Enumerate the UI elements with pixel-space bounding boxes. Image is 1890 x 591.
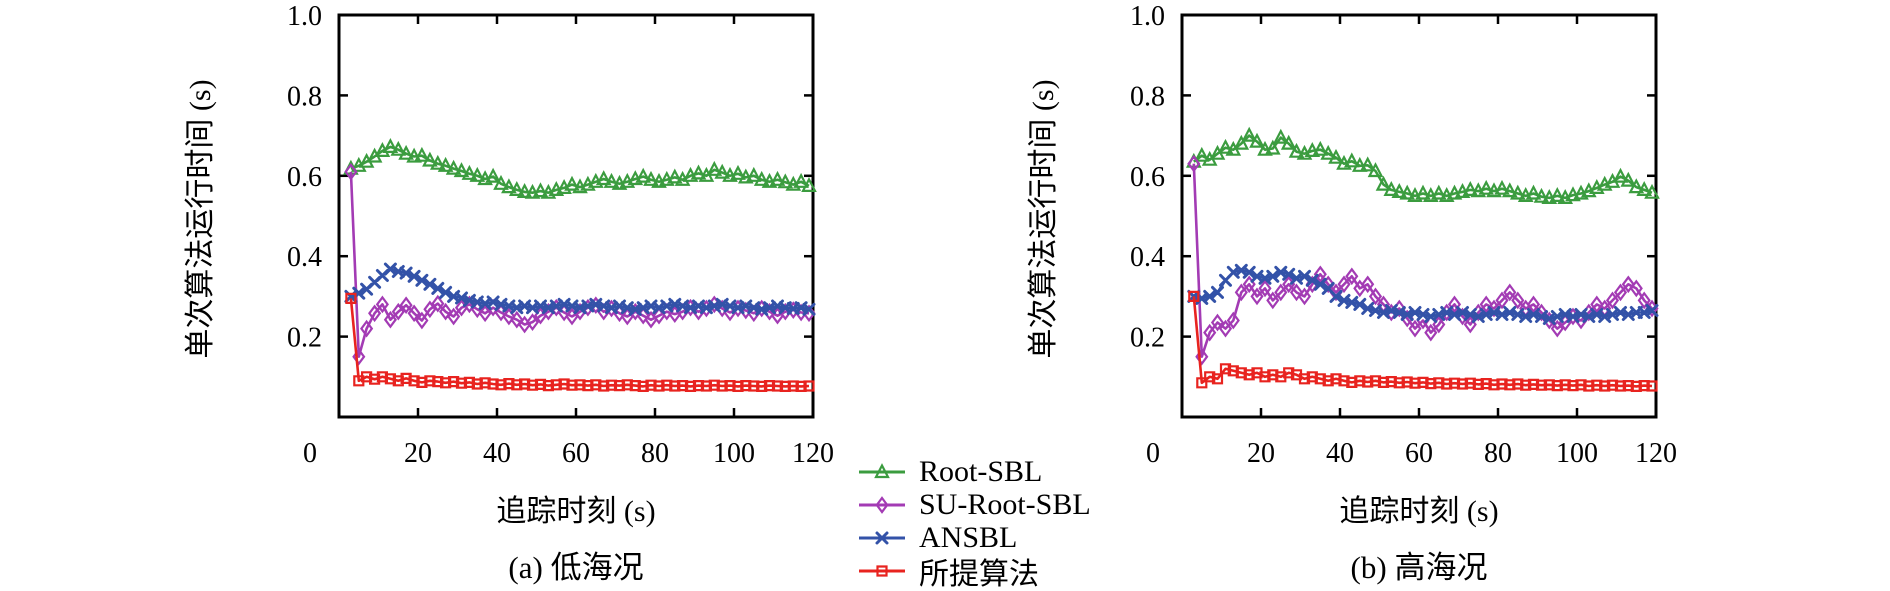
svg-text:20: 20 bbox=[1247, 438, 1275, 469]
svg-text:0.2: 0.2 bbox=[1130, 323, 1165, 354]
proposed-algorithm-legend-marker bbox=[859, 564, 905, 577]
svg-text:0: 0 bbox=[303, 438, 317, 469]
svg-text:80: 80 bbox=[1484, 438, 1512, 469]
svg-text:0.6: 0.6 bbox=[1130, 162, 1165, 193]
svg-text:60: 60 bbox=[1405, 438, 1433, 469]
svg-text:0.8: 0.8 bbox=[1130, 81, 1165, 112]
svg-text:60: 60 bbox=[562, 438, 590, 469]
su-root-sbl-legend-marker bbox=[859, 495, 905, 514]
caption-chart-a: (a) 低海况 bbox=[508, 550, 644, 585]
svg-text:100: 100 bbox=[1556, 438, 1598, 469]
svg-text:80: 80 bbox=[641, 438, 669, 469]
svg-text:1.0: 1.0 bbox=[287, 1, 322, 32]
caption-chart-b: (b) 高海况 bbox=[1350, 550, 1488, 585]
legend-item-root-sbl: Root-SBL bbox=[858, 455, 1091, 488]
svg-text:0.8: 0.8 bbox=[287, 81, 322, 112]
svg-text:120: 120 bbox=[1635, 438, 1677, 469]
legend: Root-SBL SU-Root-SBL ANSBL 所提算法 bbox=[858, 455, 1091, 591]
svg-text:1.0: 1.0 bbox=[1130, 1, 1165, 32]
svg-text:40: 40 bbox=[1326, 438, 1354, 469]
svg-text:20: 20 bbox=[404, 438, 432, 469]
legend-item-ansbl: ANSBL bbox=[858, 521, 1091, 554]
svg-text:0.6: 0.6 bbox=[287, 162, 322, 193]
svg-text:120: 120 bbox=[792, 438, 834, 469]
svg-text:40: 40 bbox=[483, 438, 511, 469]
legend-label: Root-SBL bbox=[919, 454, 1043, 488]
svg-text:0.4: 0.4 bbox=[1130, 242, 1165, 273]
legend-label: 所提算法 bbox=[919, 557, 1039, 591]
legend-item-proposed: 所提算法 bbox=[858, 554, 1091, 591]
root-sbl-legend-marker bbox=[859, 462, 905, 478]
legend-label: SU-Root-SBL bbox=[919, 487, 1091, 521]
svg-text:0.4: 0.4 bbox=[287, 242, 322, 273]
svg-text:100: 100 bbox=[713, 438, 755, 469]
svg-text:0.2: 0.2 bbox=[287, 323, 322, 354]
x-axis-label-right: 追踪时刻 (s) bbox=[1339, 495, 1499, 528]
legend-label: ANSBL bbox=[919, 520, 1018, 554]
legend-item-su-root-sbl: SU-Root-SBL bbox=[858, 488, 1091, 521]
ansbl-legend-marker bbox=[859, 531, 905, 544]
svg-text:0: 0 bbox=[1146, 438, 1160, 469]
x-axis-label-left: 追踪时刻 (s) bbox=[496, 495, 656, 528]
